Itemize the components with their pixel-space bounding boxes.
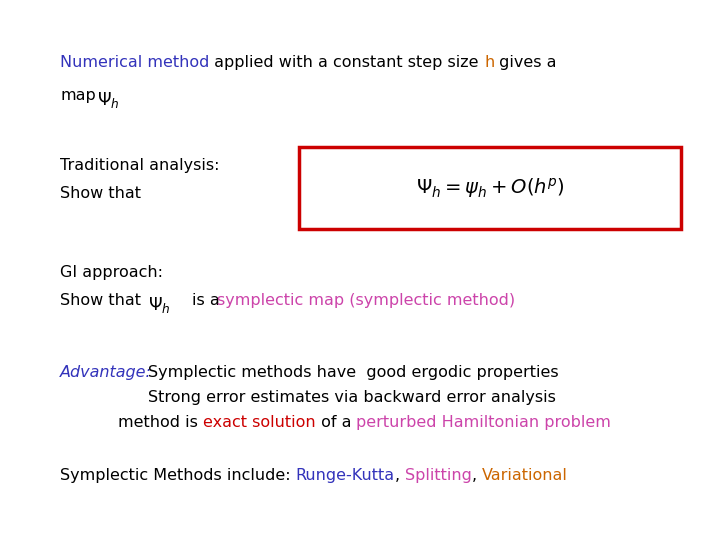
Text: symplectic map (symplectic method): symplectic map (symplectic method) (217, 293, 515, 308)
Text: perturbed Hamiltonian problem: perturbed Hamiltonian problem (356, 415, 611, 430)
Text: Advantage:: Advantage: (60, 365, 152, 380)
Text: Variational: Variational (482, 468, 568, 483)
Text: Symplectic Methods include:: Symplectic Methods include: (60, 468, 296, 483)
Text: Traditional analysis:: Traditional analysis: (60, 158, 220, 173)
Text: ,: , (472, 468, 482, 483)
Text: Numerical method: Numerical method (60, 55, 210, 70)
Text: Symplectic methods have  good ergodic properties: Symplectic methods have good ergodic pro… (148, 365, 559, 380)
Text: Show that: Show that (60, 186, 141, 201)
FancyBboxPatch shape (299, 147, 681, 229)
Text: applied with a constant step size: applied with a constant step size (210, 55, 484, 70)
Text: map: map (60, 88, 96, 103)
Text: Show that: Show that (60, 293, 141, 308)
Text: $\Psi_h$: $\Psi_h$ (148, 295, 171, 315)
Text: GI approach:: GI approach: (60, 265, 163, 280)
Text: is a: is a (192, 293, 225, 308)
Text: Splitting: Splitting (405, 468, 472, 483)
Text: Strong error estimates via backward error analysis: Strong error estimates via backward erro… (148, 390, 556, 405)
Text: h: h (484, 55, 494, 70)
Text: $\Psi_h = \psi_h + O(h^p)$: $\Psi_h = \psi_h + O(h^p)$ (415, 176, 564, 200)
Text: method is: method is (118, 415, 203, 430)
Text: Runge-Kutta: Runge-Kutta (296, 468, 395, 483)
Text: exact solution: exact solution (203, 415, 315, 430)
Text: gives a: gives a (494, 55, 557, 70)
Text: ,: , (395, 468, 405, 483)
Text: $\Psi_h$: $\Psi_h$ (97, 90, 120, 110)
Text: of a: of a (315, 415, 356, 430)
